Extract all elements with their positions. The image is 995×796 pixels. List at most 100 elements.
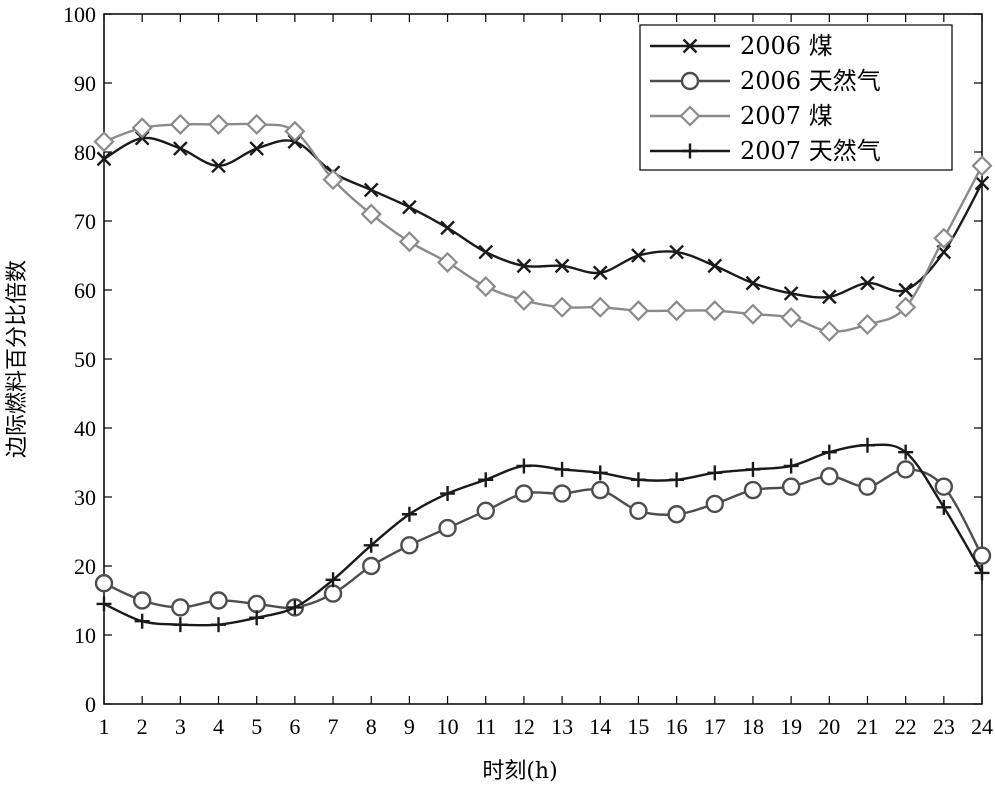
data-point: [93, 131, 115, 153]
data-point: [476, 501, 495, 520]
data-point: [820, 467, 839, 486]
legend-marker: [682, 143, 698, 159]
data-point: [400, 536, 419, 555]
data-point: [172, 617, 188, 633]
data-point: [478, 472, 494, 488]
x-axis: 1 2 3 4 5 6 7 8 9 10 11 12 13 14 15 16 17 18 19 20 21 22 23 24: [99, 14, 993, 739]
series-3: [93, 113, 993, 342]
x-tick-label: 15: [627, 714, 649, 739]
data-point: [475, 275, 497, 298]
legend-marker: [682, 38, 698, 54]
data-point: [363, 537, 379, 553]
data-point: [896, 460, 915, 479]
legend-label: 2006 煤: [740, 32, 833, 60]
data-point: [704, 300, 726, 322]
data-point: [745, 461, 761, 477]
data-point: [780, 307, 802, 329]
series-2: [94, 460, 992, 617]
x-axis-title: 时刻(h): [482, 759, 557, 784]
data-point: [440, 220, 455, 236]
data-point: [974, 175, 990, 191]
data-point: [247, 594, 266, 614]
data-point: [856, 313, 879, 336]
legend-label: 2006 天然气: [740, 67, 881, 95]
x-tick-label: 13: [551, 714, 573, 739]
x-tick-label: 19: [780, 714, 802, 739]
data-point: [323, 584, 343, 603]
x-tick-label: 2: [137, 714, 148, 739]
x-tick-label: 17: [704, 714, 726, 739]
data-point: [516, 458, 532, 474]
data-point: [898, 282, 914, 298]
data-point: [859, 437, 875, 453]
data-point: [284, 120, 306, 142]
x-tick-label: 22: [895, 714, 917, 739]
y-tick-label: 50: [74, 347, 96, 372]
legend-marker: [679, 105, 701, 127]
x-tick-label: 5: [251, 714, 262, 739]
data-point: [860, 275, 875, 291]
data-point: [781, 477, 801, 496]
x-tick-label: 1: [99, 714, 110, 739]
data-point: [287, 599, 303, 615]
data-point: [398, 231, 420, 253]
data-point: [818, 320, 840, 342]
x-tick-label: 4: [213, 714, 224, 739]
data-point: [745, 275, 761, 291]
y-axis: 0 10 20 30 40 50 60 70 80 90 100: [63, 2, 982, 717]
data-point: [207, 113, 230, 135]
legend-marker: [680, 71, 700, 91]
series-line: [103, 443, 984, 627]
data-point: [705, 494, 724, 514]
data-point: [437, 251, 459, 273]
data-point: [246, 113, 268, 135]
data-point: [589, 296, 611, 318]
data-point: [783, 458, 799, 474]
data-point: [933, 227, 955, 249]
data-point: [134, 613, 150, 629]
x-tick-label: 23: [933, 714, 955, 739]
legend-label: 2007 煤: [740, 102, 833, 130]
data-point: [96, 151, 112, 167]
data-point: [514, 484, 534, 503]
data-point: [630, 472, 646, 488]
y-tick-label: 100: [63, 2, 96, 27]
x-tick-label: 8: [366, 714, 377, 739]
data-point: [972, 546, 992, 565]
y-tick-label: 0: [85, 692, 96, 717]
data-point: [742, 303, 764, 325]
x-tick-label: 10: [437, 714, 459, 739]
x-tick-label: 21: [856, 714, 878, 739]
data-point: [707, 465, 723, 481]
data-point: [211, 617, 227, 633]
data-point: [513, 289, 535, 311]
data-point: [96, 596, 112, 612]
data-point: [821, 289, 837, 305]
data-point: [363, 182, 379, 198]
data-point: [551, 296, 573, 318]
y-axis-title: 边际燃料百分比倍数: [5, 260, 30, 458]
data-point: [325, 572, 341, 588]
data-point: [934, 477, 954, 496]
x-tick-label: 11: [475, 714, 496, 739]
x-tick-label: 14: [589, 714, 611, 739]
data-point: [669, 244, 684, 260]
data-point: [666, 300, 688, 322]
data-point: [132, 591, 152, 610]
x-tick-label: 6: [289, 714, 300, 739]
data-point: [592, 465, 608, 481]
y-tick-label: 60: [74, 278, 96, 303]
data-point: [169, 113, 191, 135]
data-point: [667, 505, 686, 524]
data-point: [971, 155, 993, 177]
series-layer: [93, 113, 993, 633]
legend: 2006 煤 2006 天然气 2007 煤 2007 天然气: [639, 24, 953, 171]
data-point: [858, 477, 877, 496]
data-point: [669, 472, 685, 488]
data-point: [627, 300, 649, 322]
y-tick-label: 90: [74, 71, 96, 96]
data-point: [592, 265, 608, 281]
data-point: [783, 286, 799, 301]
data-point: [402, 199, 417, 215]
